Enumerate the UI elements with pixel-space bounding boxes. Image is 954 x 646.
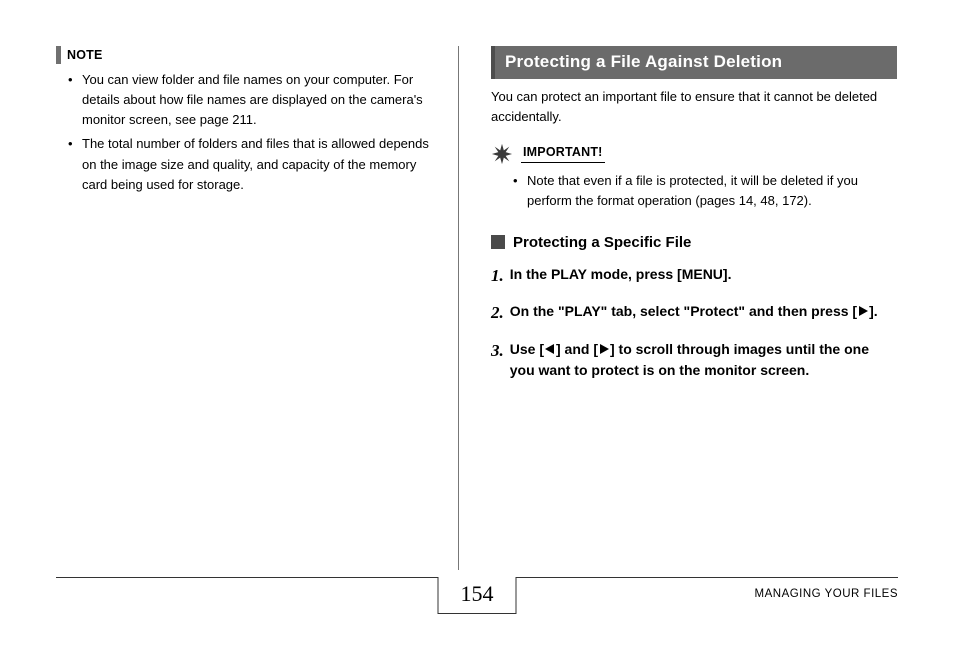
step-fragment: Use [ [510,341,544,357]
important-heading: IMPORTANT! [491,143,897,165]
note-bullet-item: The total number of folders and files th… [82,134,434,194]
step-fragment: On the "PLAY" tab, select "Protect" and … [510,303,857,319]
triangle-right-icon [857,305,869,317]
page-footer: 154 MANAGING YOUR FILES [56,577,898,622]
subheading-text: Protecting a Specific File [513,234,691,251]
triangle-left-icon [544,343,556,355]
footer-section-name: MANAGING YOUR FILES [755,578,898,600]
page-number: 154 [438,577,517,614]
note-bullet-list: You can view folder and file names on yo… [56,70,434,195]
step-number: 3. [491,338,504,381]
subheading: Protecting a Specific File [491,234,897,251]
right-column: Protecting a File Against Deletion You c… [459,46,897,570]
section-title: Protecting a File Against Deletion [491,46,897,79]
square-marker-icon [491,235,505,249]
manual-page: NOTE You can view folder and file names … [0,0,954,646]
triangle-right-icon [598,343,610,355]
step-item: 3. Use [] and [] to scroll through image… [491,338,897,381]
important-label: IMPORTANT! [521,145,605,163]
section-intro: You can protect an important file to ens… [491,87,897,127]
step-item: 2. On the "PLAY" tab, select "Protect" a… [491,300,897,326]
left-column: NOTE You can view folder and file names … [56,46,458,570]
step-item: 1. In the PLAY mode, press [MENU]. [491,263,897,289]
note-label: NOTE [67,48,103,62]
starburst-icon [491,143,513,165]
step-text: In the PLAY mode, press [MENU]. [510,263,897,289]
step-text: Use [] and [] to scroll through images u… [510,338,897,381]
two-column-layout: NOTE You can view folder and file names … [56,46,898,570]
step-number: 2. [491,300,504,326]
step-fragment: ] and [ [556,341,598,357]
step-text: On the "PLAY" tab, select "Protect" and … [510,300,897,326]
step-fragment: ]. [869,303,878,319]
important-bullet-item: Note that even if a file is protected, i… [527,171,897,211]
footer-row: 154 MANAGING YOUR FILES [56,578,898,622]
note-bar-icon [56,46,61,64]
step-number: 1. [491,263,504,289]
important-bullet-list: Note that even if a file is protected, i… [491,171,897,211]
note-bullet-item: You can view folder and file names on yo… [82,70,434,130]
note-heading: NOTE [56,46,434,64]
step-list: 1. In the PLAY mode, press [MENU]. 2. On… [491,263,897,381]
